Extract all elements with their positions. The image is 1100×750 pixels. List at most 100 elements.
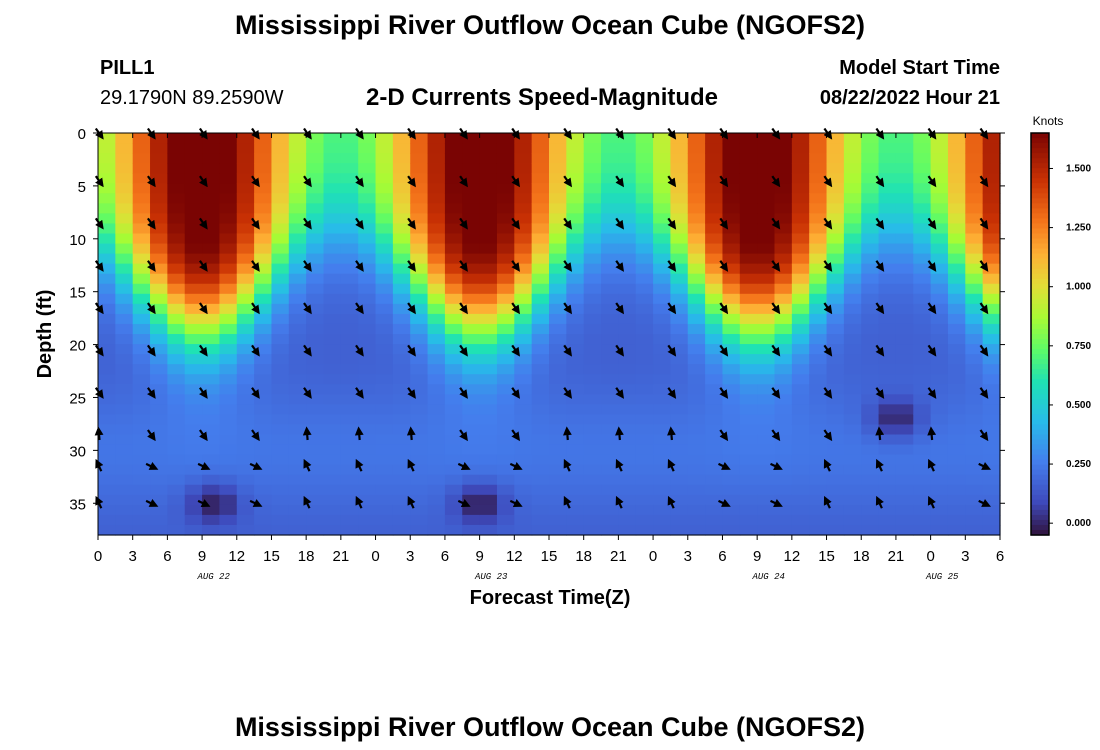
heatmap-cell xyxy=(358,414,377,426)
current-arrow xyxy=(875,344,885,357)
heatmap-cell xyxy=(566,283,585,295)
heatmap-cell xyxy=(947,133,966,144)
heatmap-cell xyxy=(410,273,429,285)
current-arrow xyxy=(927,302,937,315)
heatmap-cell xyxy=(566,434,585,446)
current-arrow xyxy=(249,461,263,470)
heatmap-cell xyxy=(358,494,377,506)
heatmap-cell xyxy=(236,514,255,526)
heatmap-cell xyxy=(705,143,724,154)
heatmap-cell xyxy=(861,524,880,536)
heatmap-cell xyxy=(549,434,567,446)
heatmap-cell xyxy=(791,474,810,486)
heatmap-cell xyxy=(410,414,429,426)
heatmap-cell xyxy=(427,233,446,245)
heatmap-cell xyxy=(601,374,619,385)
heatmap-cell xyxy=(98,444,116,456)
heatmap-cell xyxy=(340,504,359,516)
y-tick-label: 0 xyxy=(78,126,86,143)
heatmap-cell xyxy=(392,323,411,335)
heatmap-cell xyxy=(965,454,984,466)
heatmap-cell xyxy=(115,223,134,235)
heatmap-cell xyxy=(549,253,567,265)
heatmap-cell xyxy=(254,474,273,486)
colorbar-cell xyxy=(1031,243,1049,250)
heatmap-cell xyxy=(809,213,828,225)
heatmap-cell xyxy=(254,263,273,275)
heatmap-cell xyxy=(531,253,550,265)
heatmap-cell xyxy=(531,434,550,446)
heatmap-cell xyxy=(288,514,307,526)
colorbar-cell xyxy=(1031,404,1049,410)
heatmap-cell xyxy=(375,374,394,385)
heatmap-cell xyxy=(583,404,602,415)
heatmap-cell xyxy=(462,153,481,164)
heatmap-cell xyxy=(739,193,758,204)
heatmap-cell xyxy=(219,414,238,426)
heatmap-cell xyxy=(843,193,862,204)
current-arrow xyxy=(927,175,937,188)
heatmap-cell xyxy=(878,303,897,315)
heatmap-cell xyxy=(965,334,984,345)
heatmap-cell xyxy=(392,263,411,275)
heatmap-cell xyxy=(878,263,897,275)
heatmap-cell xyxy=(375,434,394,446)
heatmap-cell xyxy=(496,313,515,325)
heatmap-cell xyxy=(965,263,984,275)
current-arrow xyxy=(615,426,624,441)
heatmap-cell xyxy=(566,243,585,255)
heatmap-cell xyxy=(947,193,966,204)
heatmap-cell xyxy=(982,394,1001,405)
heatmap-cell xyxy=(496,163,515,174)
heatmap-cell xyxy=(410,293,429,305)
heatmap-cell xyxy=(358,233,377,245)
heatmap-cell xyxy=(895,524,914,536)
heatmap-cell xyxy=(323,233,342,245)
heatmap-cell xyxy=(427,133,446,144)
heatmap-cell xyxy=(739,143,758,154)
heatmap-cell xyxy=(947,424,966,436)
heatmap-cell xyxy=(687,153,706,164)
heatmap-cell xyxy=(340,334,359,345)
footer-title: Mississippi River Outflow Ocean Cube (NG… xyxy=(234,712,866,742)
heatmap-cell xyxy=(982,203,1001,214)
heatmap-cell xyxy=(219,434,238,446)
heatmap-cell xyxy=(496,213,515,225)
heatmap-cell xyxy=(878,334,897,345)
heatmap-cell xyxy=(653,143,672,154)
heatmap-cell xyxy=(358,273,377,285)
heatmap-cell xyxy=(843,474,862,486)
heatmap-cell xyxy=(601,384,619,395)
heatmap-cell xyxy=(392,233,411,245)
x-tick-label: 15 xyxy=(263,548,280,565)
heatmap-cell xyxy=(236,474,255,486)
heatmap-cell xyxy=(444,173,463,184)
heatmap-cell xyxy=(462,263,481,275)
heatmap-cell xyxy=(982,193,1001,204)
heatmap-cell xyxy=(98,434,116,446)
heatmap-cell xyxy=(687,223,706,235)
heatmap-cell xyxy=(687,213,706,225)
heatmap-cell xyxy=(982,474,1001,486)
heatmap-cell xyxy=(947,253,966,265)
heatmap-cell xyxy=(427,323,446,335)
heatmap-cell xyxy=(410,364,429,375)
heatmap-cell xyxy=(340,313,359,325)
heatmap-cell xyxy=(826,444,845,456)
heatmap-cell xyxy=(895,223,914,235)
colorbar-cell xyxy=(1031,354,1049,360)
heatmap-cell xyxy=(861,334,880,345)
heatmap-cell xyxy=(254,454,273,466)
heatmap-cell xyxy=(323,424,342,436)
heatmap-cell xyxy=(514,153,533,164)
heatmap-cell xyxy=(236,133,255,144)
heatmap-cell xyxy=(705,213,724,225)
heatmap-cell xyxy=(774,233,793,245)
heatmap-cell xyxy=(618,444,637,456)
heatmap-cell xyxy=(427,404,446,415)
heatmap-cell xyxy=(774,354,793,365)
heatmap-cell xyxy=(358,484,377,496)
heatmap-cell xyxy=(115,334,134,345)
heatmap-cell xyxy=(531,263,550,275)
heatmap-cell xyxy=(132,233,151,245)
